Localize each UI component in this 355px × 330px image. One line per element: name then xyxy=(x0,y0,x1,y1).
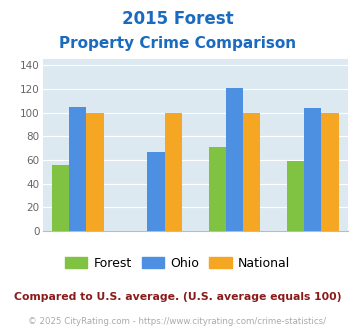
Text: Compared to U.S. average. (U.S. average equals 100): Compared to U.S. average. (U.S. average … xyxy=(14,292,341,302)
Bar xyxy=(304,108,321,231)
Text: 2015 Forest: 2015 Forest xyxy=(122,10,233,28)
Text: © 2025 CityRating.com - https://www.cityrating.com/crime-statistics/: © 2025 CityRating.com - https://www.city… xyxy=(28,317,327,326)
Bar xyxy=(208,147,226,231)
Text: Property Crime Comparison: Property Crime Comparison xyxy=(59,36,296,51)
Legend: Forest, Ohio, National: Forest, Ohio, National xyxy=(60,252,295,275)
Bar xyxy=(226,88,243,231)
Bar xyxy=(52,165,69,231)
Bar xyxy=(147,152,165,231)
Bar xyxy=(86,113,104,231)
Bar xyxy=(69,107,86,231)
Bar xyxy=(321,113,339,231)
Bar xyxy=(287,161,304,231)
Bar xyxy=(243,113,260,231)
Bar xyxy=(165,113,182,231)
